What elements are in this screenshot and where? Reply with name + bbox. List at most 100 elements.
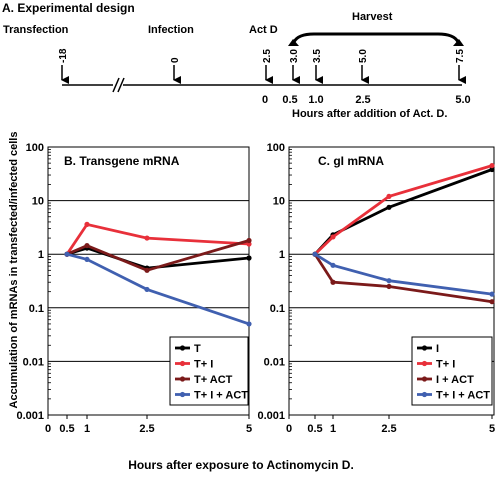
legend-label: T+ I — [436, 359, 455, 371]
harvest-label: Harvest — [352, 11, 393, 23]
data-point — [144, 235, 150, 241]
series-line — [66, 246, 250, 270]
timeline-break-1 — [112, 77, 120, 93]
data-point — [246, 255, 252, 261]
legend-label: I — [436, 343, 439, 355]
timeline-tick-label: 7.5 — [455, 49, 466, 63]
timeline-tick-label: 2.5 — [262, 49, 273, 63]
data-point — [330, 234, 336, 240]
plot-frame — [47, 146, 250, 416]
y-tick-label: 10 — [32, 196, 44, 208]
x-tick-label: 2.5 — [139, 423, 154, 435]
data-point — [489, 299, 495, 305]
x-tick-label: 0.5 — [59, 423, 74, 435]
timeline-tick-label: 0 — [170, 57, 181, 63]
plot-frame — [288, 146, 495, 416]
legend-label: T+ I + ACT — [194, 390, 248, 402]
x-tick-label: 2.5 — [381, 423, 396, 435]
legend-label: T+ I + ACT — [436, 390, 490, 402]
hours-tick-label: 5.0 — [455, 94, 470, 106]
data-point — [489, 166, 495, 173]
x-tick-label: 0 — [286, 423, 292, 435]
legend-label: I + ACT — [436, 374, 474, 386]
series-line — [65, 222, 250, 255]
data-point — [489, 162, 495, 169]
hours-tick-label: 1.0 — [308, 94, 323, 106]
series-line — [314, 253, 493, 296]
data-point — [312, 251, 318, 257]
design-title: A. Experimental design — [2, 1, 135, 15]
legend-marker — [179, 345, 186, 351]
y-tick-label: 0.01 — [264, 356, 285, 368]
timeline-tick-label: -18 — [58, 48, 69, 63]
data-point — [64, 251, 70, 257]
x-tick-label: 0.5 — [307, 423, 322, 435]
actd-label: Act D — [249, 24, 278, 36]
data-point — [144, 286, 150, 293]
legend-marker — [421, 345, 428, 351]
harvest-arrow-left — [288, 39, 299, 46]
legend: I T+ I I + ACT T+ I + ACT — [411, 336, 493, 406]
harvest-bracket — [292, 32, 460, 43]
data-point — [246, 321, 252, 327]
x-tick-label: 5 — [489, 423, 495, 435]
x-tick-label: 1 — [330, 423, 336, 435]
legend-marker — [421, 360, 428, 367]
hours-tick-label: 2.5 — [355, 94, 370, 106]
timeline-break-2 — [117, 77, 125, 93]
experimental-design-panel: A. Experimental design Transfection Infe… — [2, 1, 471, 120]
y-tick-label: 0.1 — [270, 303, 285, 315]
legend-marker — [179, 376, 186, 382]
y-tick-label: 0.01 — [23, 356, 44, 368]
timeline-ticks: -18 0 2.5 3.0 3.5 5.0 7.5 — [58, 48, 466, 84]
infection-label: Infection — [148, 24, 194, 36]
data-point — [84, 256, 90, 262]
legend-marker — [421, 376, 428, 382]
y-tick-label: 100 — [267, 142, 285, 154]
transfection-label: Transfection — [3, 24, 69, 36]
x-tick-label: 1 — [84, 423, 90, 435]
series-line — [313, 253, 493, 304]
x-tick-label: 5 — [246, 423, 252, 435]
y-tick-label: 0.001 — [16, 410, 44, 422]
data-point — [84, 242, 90, 249]
y-tick-label: 10 — [273, 196, 285, 208]
harvest-arrow-right — [453, 39, 464, 46]
data-point — [489, 291, 495, 297]
data-point — [386, 283, 392, 290]
legend-label: T+ ACT — [194, 374, 233, 386]
series-line — [66, 239, 250, 272]
legend-marker — [179, 391, 186, 398]
chart-c-title: C. gI mRNA — [318, 154, 384, 168]
x-axis-label: Hours after exposure to Actinomycin D. — [128, 458, 354, 472]
series-line — [313, 168, 493, 256]
timeline-tick-label: 5.0 — [358, 49, 369, 63]
legend: T T+ I T+ ACT T+ I + ACT — [169, 336, 249, 406]
data-point — [330, 279, 336, 285]
y-tick-label: 0.1 — [29, 303, 44, 315]
timeline-tick-label: 3.5 — [312, 49, 323, 63]
y-tick-label: 1 — [38, 249, 44, 261]
data-point — [330, 262, 336, 268]
y-tick-label: 1 — [279, 249, 285, 261]
data-point — [84, 221, 90, 227]
chart-b-title: B. Transgene mRNA — [64, 154, 180, 168]
hours-tick-label: 0 — [262, 94, 268, 106]
data-point — [144, 267, 150, 273]
series-line — [66, 252, 250, 326]
data-point — [386, 204, 392, 210]
x-tick-label: 0 — [45, 423, 51, 435]
y-tick-label: 100 — [26, 142, 44, 154]
hours-ticks: 0 0.5 1.0 2.5 5.0 — [262, 94, 471, 106]
legend-marker — [179, 360, 186, 367]
hours-tick-label: 0.5 — [282, 94, 297, 106]
legend-label: T+ I — [194, 359, 213, 371]
legend-marker — [421, 391, 428, 398]
y-tick-label: 0.001 — [257, 410, 285, 422]
data-point — [246, 237, 252, 244]
data-point — [386, 278, 392, 284]
data-point — [386, 193, 392, 199]
